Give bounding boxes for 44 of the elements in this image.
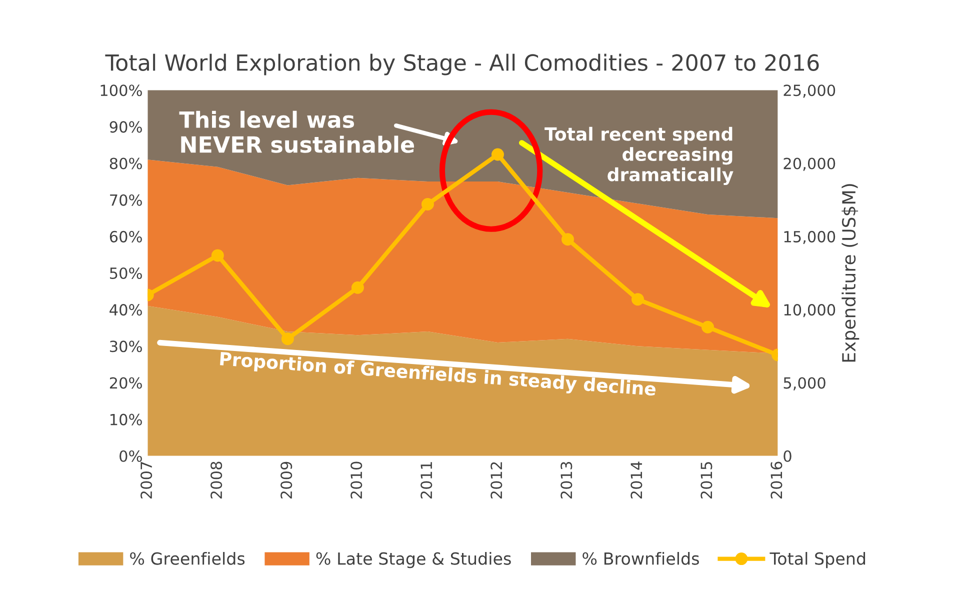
y-tick-label: 10% (110, 414, 142, 426)
point (632, 293, 644, 306)
point (211, 249, 224, 262)
y-tick-label: 90% (110, 121, 142, 133)
point (351, 281, 364, 294)
x-tick-label: 2007 (140, 462, 152, 499)
legend-label: % Brownfields (582, 552, 699, 565)
x-tick-label: 2012 (490, 462, 502, 499)
y-tick-label: 50% (110, 267, 142, 280)
y2-tick-label: 20,000 (784, 158, 836, 171)
y2-axis-title: Expenditure (US$M) (842, 184, 860, 362)
point (281, 332, 294, 346)
y-tick-label: 80% (110, 158, 142, 170)
y-tick-label: 70% (110, 194, 142, 206)
y-tick-label: 0% (120, 450, 142, 462)
y-tick-label: 30% (110, 340, 142, 352)
point (702, 320, 714, 334)
point (561, 233, 574, 246)
legend-label: % Greenfields (130, 552, 245, 565)
x-tick-label: 2016 (770, 462, 782, 499)
y2-tick-label: 5,000 (784, 377, 826, 390)
annotation: This level was NEVER sustainable (179, 110, 414, 153)
annotation: Proportion of Greenfields in steady decline (220, 351, 656, 400)
point (491, 148, 504, 161)
x-tick-label: 2009 (280, 462, 292, 499)
legend-label: Total Spend (770, 552, 866, 568)
y-tick-label: 60% (110, 230, 142, 242)
x-tick-label: 2014 (630, 462, 642, 499)
legend-label: % Late Stage & Studies (316, 552, 511, 568)
y2-tick-label: 15,000 (784, 230, 836, 244)
x-tick-label: 2008 (210, 462, 222, 499)
x-tick-label: 2013 (560, 462, 572, 499)
y2-tick-label: 25,000 (784, 84, 836, 98)
y2-tick-label: 10,000 (784, 304, 836, 318)
x-tick-label: 2010 (350, 462, 362, 499)
point (421, 198, 434, 210)
y-tick-label: 100% (100, 84, 142, 96)
y2-tick-label: 0 (784, 450, 792, 462)
x-tick-label: 2015 (700, 462, 712, 499)
y-tick-label: 40% (110, 304, 142, 316)
annotation: Total recent spend decreasing dramatically (544, 126, 734, 186)
chart-title: Total World Exploration by Stage - All Comodities - 2007 to 2016 (105, 54, 819, 76)
x-tick-label: 2011 (420, 462, 432, 499)
y-tick-label: 20% (110, 377, 142, 389)
